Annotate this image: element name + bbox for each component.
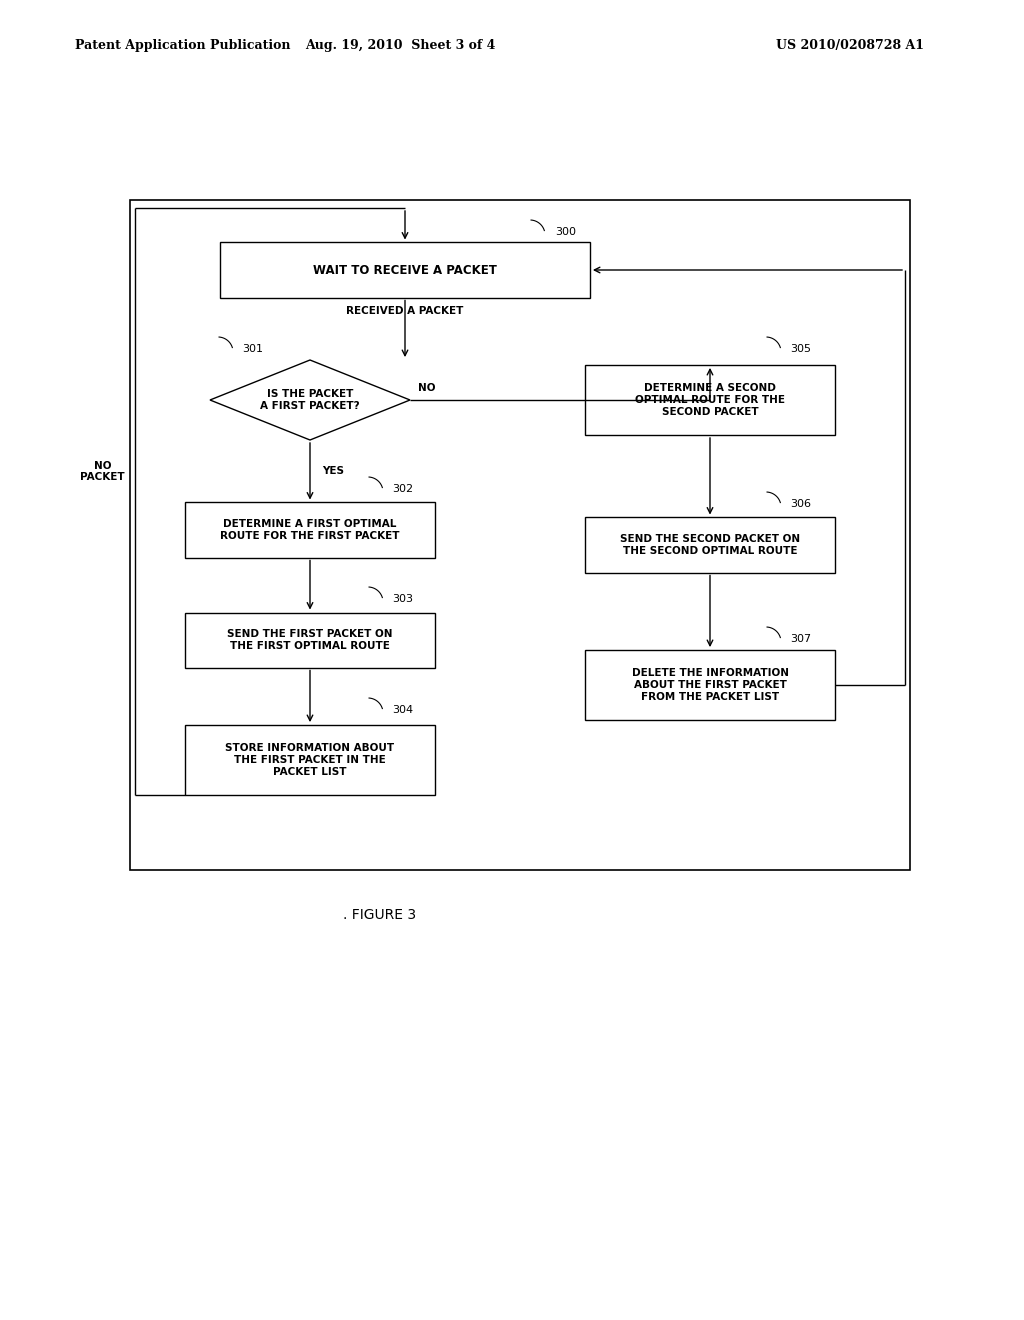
Text: STORE INFORMATION ABOUT
THE FIRST PACKET IN THE
PACKET LIST: STORE INFORMATION ABOUT THE FIRST PACKET… [225,743,394,777]
Text: SEND THE SECOND PACKET ON
THE SECOND OPTIMAL ROUTE: SEND THE SECOND PACKET ON THE SECOND OPT… [620,533,800,556]
Text: 307: 307 [790,634,811,644]
Text: DETERMINE A FIRST OPTIMAL
ROUTE FOR THE FIRST PACKET: DETERMINE A FIRST OPTIMAL ROUTE FOR THE … [220,519,399,541]
Text: 306: 306 [790,499,811,510]
Text: 300: 300 [555,227,575,238]
Bar [585,366,835,436]
Text: RECEIVED A PACKET: RECEIVED A PACKET [346,305,464,315]
Text: NO
PACKET: NO PACKET [80,461,125,482]
Text: DETERMINE A SECOND
OPTIMAL ROUTE FOR THE
SECOND PACKET: DETERMINE A SECOND OPTIMAL ROUTE FOR THE… [635,383,785,417]
Polygon shape [210,360,410,440]
Text: YES: YES [322,466,344,477]
Text: SEND THE FIRST PACKET ON
THE FIRST OPTIMAL ROUTE: SEND THE FIRST PACKET ON THE FIRST OPTIM… [227,628,393,651]
Text: 303: 303 [392,594,413,605]
Bar [185,503,435,557]
Bar [220,243,590,297]
Text: NO: NO [418,383,435,393]
Bar [130,201,910,870]
Text: . FIGURE 3: . FIGURE 3 [343,908,417,921]
Bar [185,612,435,668]
Text: Aug. 19, 2010  Sheet 3 of 4: Aug. 19, 2010 Sheet 3 of 4 [305,38,496,51]
Text: 304: 304 [392,705,413,715]
Text: 302: 302 [392,484,413,494]
Text: US 2010/0208728 A1: US 2010/0208728 A1 [776,38,924,51]
Bar [585,649,835,719]
Text: Patent Application Publication: Patent Application Publication [75,38,291,51]
Text: 301: 301 [242,345,263,354]
Bar [585,517,835,573]
Text: IS THE PACKET
A FIRST PACKET?: IS THE PACKET A FIRST PACKET? [260,389,359,412]
Text: DELETE THE INFORMATION
ABOUT THE FIRST PACKET
FROM THE PACKET LIST: DELETE THE INFORMATION ABOUT THE FIRST P… [632,668,788,702]
Bar [185,725,435,795]
Text: WAIT TO RECEIVE A PACKET: WAIT TO RECEIVE A PACKET [313,264,497,276]
Text: 305: 305 [790,345,811,354]
